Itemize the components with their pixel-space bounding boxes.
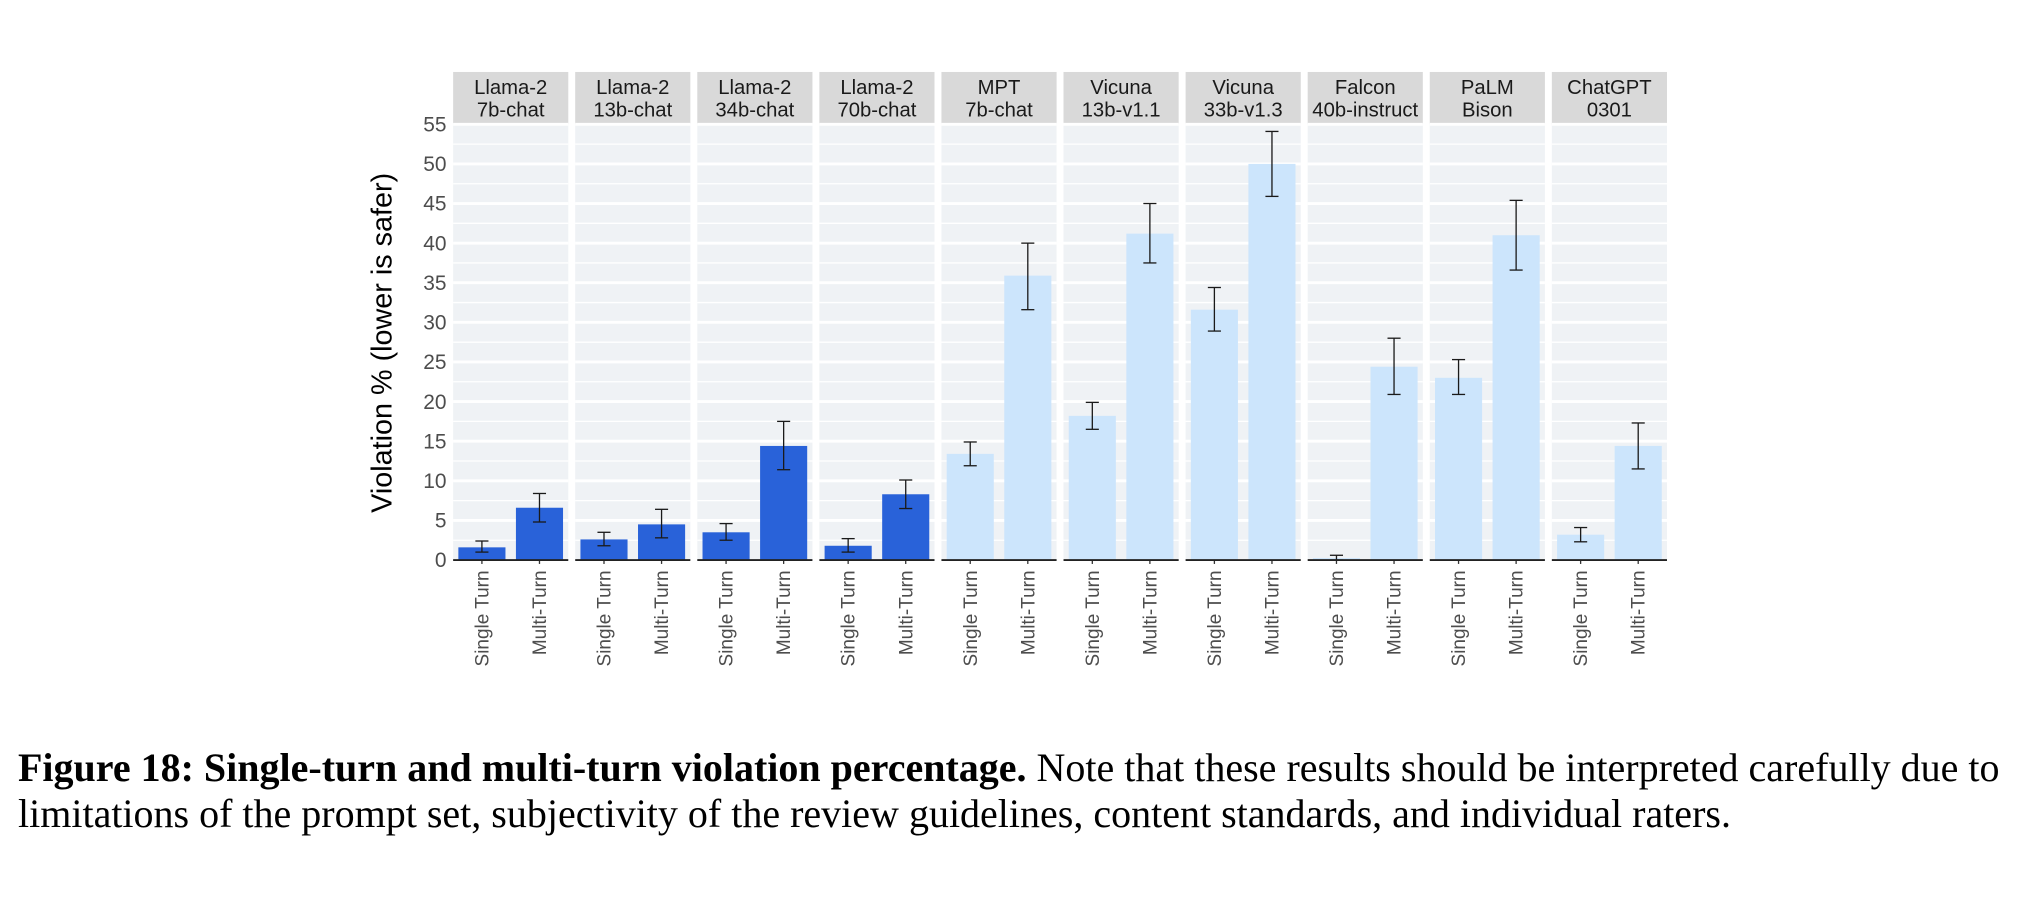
facet-strip: [1307, 71, 1423, 125]
facet-label-line2: Bison: [1462, 99, 1513, 121]
x-tick-label: Single Turn: [595, 570, 616, 666]
y-tick-label: 25: [423, 351, 446, 374]
bar-single-turn: [1068, 415, 1116, 561]
facet-label-line1: MPT: [978, 77, 1021, 99]
x-tick-label: Multi-Turn: [1263, 570, 1284, 655]
facet-label-line1: Vicuna: [1090, 77, 1152, 99]
y-tick-label: 35: [423, 272, 446, 295]
facet-strip: [941, 71, 1057, 125]
x-tick-label: Single Turn: [1327, 570, 1348, 666]
x-tick-label: Multi-Turn: [1140, 570, 1161, 655]
y-tick-label: 15: [423, 430, 446, 453]
x-tick-label: Single Turn: [1083, 570, 1104, 666]
facet-strip: [453, 71, 569, 125]
x-tick-label: Multi-Turn: [1385, 570, 1406, 655]
x-tick-label: Multi-Turn: [652, 570, 673, 655]
bar-single-turn: [824, 545, 872, 561]
facet-label-line2: 34b-chat: [715, 99, 794, 121]
facet-label-line1: PaLM: [1461, 77, 1514, 99]
facet-strip: [1551, 71, 1667, 125]
x-tick-label: Multi-Turn: [896, 570, 917, 655]
y-tick-label: 0: [435, 549, 447, 572]
bar-single-turn: [1190, 309, 1238, 561]
facet-label-line2: 0301: [1587, 99, 1632, 121]
y-tick-label: 45: [423, 193, 446, 216]
bar-multi-turn: [1492, 235, 1540, 561]
facet-strip: [697, 71, 813, 125]
bar-single-turn: [458, 547, 506, 561]
facet-label-line2: 7b-chat: [965, 99, 1033, 121]
bar-single-turn: [1434, 377, 1483, 561]
bar-multi-turn: [1126, 233, 1174, 561]
facet-label-line1: ChatGPT: [1567, 77, 1651, 99]
y-tick-label: 5: [435, 510, 447, 533]
y-tick-label: 10: [423, 470, 446, 493]
bar-single-turn: [580, 539, 628, 561]
x-tick-label: Multi-Turn: [1018, 570, 1039, 655]
x-tick-label: Single Turn: [1449, 570, 1470, 666]
y-tick-label: 55: [423, 114, 446, 137]
facet-label-line2: 7b-chat: [477, 99, 545, 121]
figure-caption: Figure 18: Single-turn and multi-turn vi…: [18, 745, 2028, 837]
x-tick-label: Multi-Turn: [1507, 570, 1528, 655]
facet-label-line2: 13b-chat: [593, 99, 672, 121]
x-tick-label: Single Turn: [717, 570, 738, 666]
y-tick-label: 40: [423, 232, 446, 255]
y-tick-label: 20: [423, 391, 446, 414]
caption-rest: Note that these results should be interp…: [18, 745, 2000, 836]
panel-llama-2-7b-chat: Llama-27b-chat Single Turn Multi-Turn: [453, 71, 569, 666]
x-tick-label: Single Turn: [839, 570, 860, 666]
x-tick-label: Single Turn: [961, 570, 982, 666]
facet-label-line2: 40b-instruct: [1312, 99, 1418, 121]
facet-strip: [1063, 71, 1179, 125]
x-tick-label: Single Turn: [472, 570, 493, 666]
facet-label-line1: Falcon: [1335, 77, 1396, 99]
bar-single-turn: [946, 453, 994, 561]
x-tick-label: Multi-Turn: [1629, 570, 1650, 655]
facet-label-line2: 33b-v1.3: [1204, 99, 1283, 121]
x-tick-label: Single Turn: [1571, 570, 1592, 666]
facet-strip: [575, 71, 691, 125]
caption-bold: Figure 18: Single-turn and multi-turn vi…: [18, 745, 1027, 790]
y-tick-label: 30: [423, 312, 446, 335]
facet-label-line2: 13b-v1.1: [1082, 99, 1161, 121]
facet-label-line1: Llama-2: [840, 77, 913, 99]
y-tick-label: 50: [423, 153, 446, 176]
bar-multi-turn: [1370, 366, 1418, 561]
bar-multi-turn: [1004, 275, 1052, 561]
facet-label-line1: Vicuna: [1212, 77, 1274, 99]
y-axis-label: Violation % (lower is safer): [367, 173, 399, 513]
facet-label-line1: Llama-2: [596, 77, 669, 99]
facet-strip: [1185, 71, 1301, 125]
bar-multi-turn: [1248, 163, 1296, 561]
y-axis: 0 5 10 15 20 25 30 35 40 45 50 55: [423, 114, 446, 573]
facet-strip: [1429, 71, 1545, 125]
facet-label-line1: Llama-2: [718, 77, 791, 99]
x-tick-label: Multi-Turn: [774, 570, 795, 655]
x-tick-label: Multi-Turn: [530, 570, 551, 655]
facet-label-line1: Llama-2: [474, 77, 547, 99]
facet-label-line2: 70b-chat: [838, 99, 917, 121]
x-tick-label: Single Turn: [1205, 570, 1226, 666]
facet-strip: [819, 71, 935, 125]
